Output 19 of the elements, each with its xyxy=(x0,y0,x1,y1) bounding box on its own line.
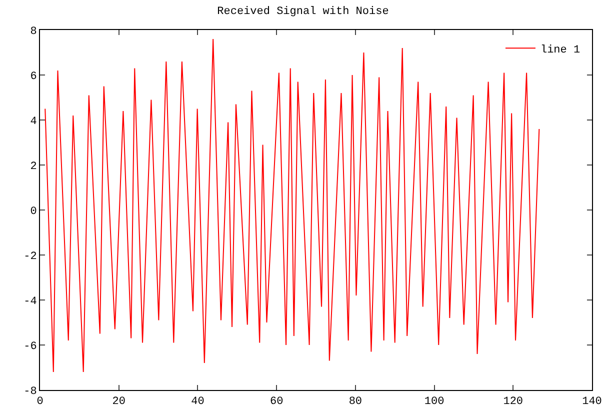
y-tick-label: -4 xyxy=(24,296,38,308)
x-tick-label: 20 xyxy=(112,396,126,408)
y-tick-label: 8 xyxy=(30,26,37,38)
y-tick-label: 0 xyxy=(30,206,37,218)
y-tick-label: 4 xyxy=(30,116,38,128)
legend-label: line 1 xyxy=(540,44,580,56)
x-tick-label: 80 xyxy=(348,396,362,408)
x-tick-label: 120 xyxy=(503,396,524,408)
x-tick-label: 140 xyxy=(582,396,602,408)
x-tick-label: 100 xyxy=(424,396,444,408)
x-tick-label: 40 xyxy=(191,396,204,408)
chart-title: Received Signal with Noise xyxy=(217,6,389,18)
y-tick-label: 2 xyxy=(30,160,37,173)
line-series xyxy=(44,38,540,372)
y-tick-label: -2 xyxy=(24,250,37,263)
y-tick-label: -8 xyxy=(24,386,37,398)
y-tick-label: 6 xyxy=(30,70,37,83)
x-tick-label: 60 xyxy=(270,396,284,408)
y-tick-label: -6 xyxy=(24,340,37,353)
